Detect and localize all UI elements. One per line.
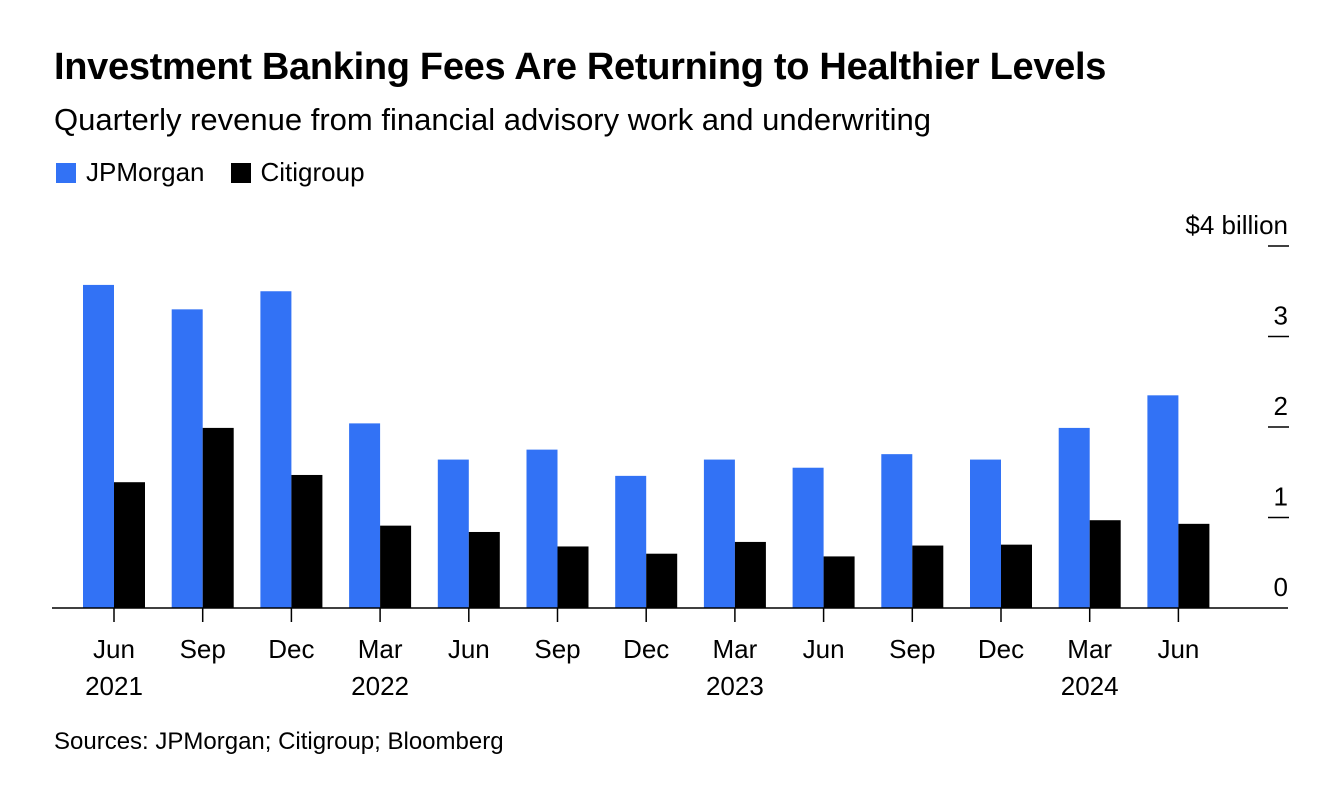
legend-item-citigroup: Citigroup <box>230 157 365 188</box>
bar-citigroup-3 <box>380 525 412 608</box>
bar-citigroup-8 <box>823 556 855 608</box>
legend-label-citigroup: Citigroup <box>260 157 365 187</box>
bar-jpmorgan-0 <box>83 284 114 608</box>
legend-item-jpmorgan: JPMorgan <box>56 157 205 188</box>
x-tick-label-month-3: Mar <box>358 634 403 664</box>
bar-citigroup-12 <box>1178 523 1210 608</box>
y-tick-label-3: 3 <box>1274 301 1288 331</box>
x-tick-label-month-8: Jun <box>803 634 845 664</box>
bar-jpmorgan-10 <box>970 459 1001 608</box>
legend-swatch-jpmorgan <box>56 162 76 183</box>
bar-jpmorgan-4 <box>437 459 469 608</box>
y-tick-label-1: 1 <box>1274 482 1288 512</box>
bar-jpmorgan-7 <box>703 459 735 608</box>
x-tick-label-month-6: Dec <box>623 634 669 664</box>
y-tick-label-2: 2 <box>1274 391 1288 421</box>
x-tick-label-year-7: 2023 <box>706 671 764 701</box>
bar-citigroup-1 <box>202 427 234 608</box>
bar-jpmorgan-12 <box>1147 395 1179 608</box>
bar-citigroup-7 <box>734 541 766 608</box>
bar-jpmorgan-11 <box>1058 427 1090 608</box>
bar-citigroup-5 <box>557 546 589 608</box>
x-tick-label-month-12: Jun <box>1157 634 1199 664</box>
y-tick-label-0: 0 <box>1274 572 1288 602</box>
x-tick-label-month-2: Dec <box>268 634 314 664</box>
bar-jpmorgan-3 <box>349 423 381 608</box>
bar-citigroup-10 <box>1001 544 1032 608</box>
x-tick-label-year-3: 2022 <box>351 671 409 701</box>
bar-jpmorgan-9 <box>881 454 913 608</box>
bar-jpmorgan-2 <box>260 291 292 608</box>
bar-citigroup-4 <box>468 531 500 608</box>
x-tick-label-month-10: Dec <box>978 634 1024 664</box>
x-tick-label-month-5: Sep <box>534 634 580 664</box>
bar-jpmorgan-6 <box>615 475 647 608</box>
source-note: Sources: JPMorgan; Citigroup; Bloomberg <box>54 728 504 755</box>
x-tick-label-year-11: 2024 <box>1061 671 1119 701</box>
x-tick-label-year-0: 2021 <box>85 671 143 701</box>
x-tick-label-month-4: Jun <box>448 634 490 664</box>
x-tick-label-month-9: Sep <box>889 634 935 664</box>
legend-swatch-citigroup <box>230 162 251 183</box>
bar-jpmorgan-5 <box>526 449 558 608</box>
bar-citigroup-6 <box>646 553 678 608</box>
chart-title: Investment Banking Fees Are Returning to… <box>54 46 1107 88</box>
bar-citigroup-9 <box>912 545 944 608</box>
bar-jpmorgan-8 <box>792 467 824 608</box>
bar-citigroup-0 <box>114 482 145 608</box>
legend: JPMorgan Citigroup <box>56 157 391 188</box>
x-tick-label-month-11: Mar <box>1067 634 1112 664</box>
chart-subtitle: Quarterly revenue from financial advisor… <box>54 102 932 137</box>
bar-jpmorgan-1 <box>171 309 203 608</box>
legend-label-jpmorgan: JPMorgan <box>86 157 205 187</box>
y-tick-label-4: $4 billion <box>1185 210 1288 240</box>
x-tick-label-month-0: Jun <box>93 634 135 664</box>
bar-citigroup-2 <box>291 474 323 608</box>
bar-citigroup-11 <box>1089 520 1121 608</box>
x-tick-label-month-7: Mar <box>713 634 758 664</box>
x-tick-label-month-1: Sep <box>180 634 226 664</box>
